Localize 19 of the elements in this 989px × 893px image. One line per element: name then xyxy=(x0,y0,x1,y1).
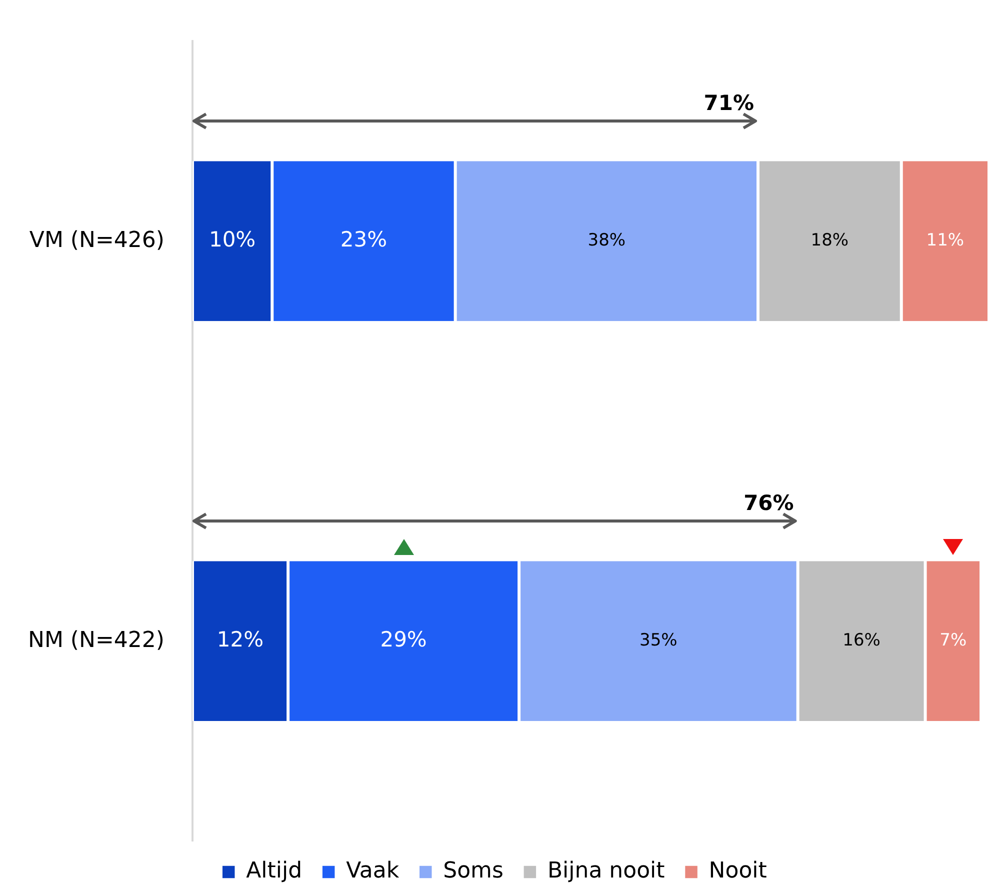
legend-label: Bijna nooit xyxy=(547,858,666,884)
legend-label: Nooit xyxy=(708,858,768,884)
data-label: 35% xyxy=(640,630,678,650)
annotation: 71% xyxy=(704,91,754,116)
data-label: 12% xyxy=(216,628,264,652)
data-label: 11% xyxy=(926,230,964,251)
data-label: 38% xyxy=(588,230,626,251)
y-tick-label: NM (N=422) xyxy=(28,628,164,653)
data-label: 7% xyxy=(940,630,967,650)
data-label: 29% xyxy=(380,628,427,652)
data-label: 18% xyxy=(810,230,849,251)
y-tick-label: VM (N=426) xyxy=(29,228,164,253)
legend-label: Altijd xyxy=(246,858,302,884)
data-label: 23% xyxy=(340,228,388,252)
legend-label: Vaak xyxy=(346,858,400,884)
annotation: 76% xyxy=(744,491,794,516)
data-label: 10% xyxy=(208,228,256,252)
data-label: 16% xyxy=(842,630,880,650)
legend-label: Soms xyxy=(443,858,504,884)
